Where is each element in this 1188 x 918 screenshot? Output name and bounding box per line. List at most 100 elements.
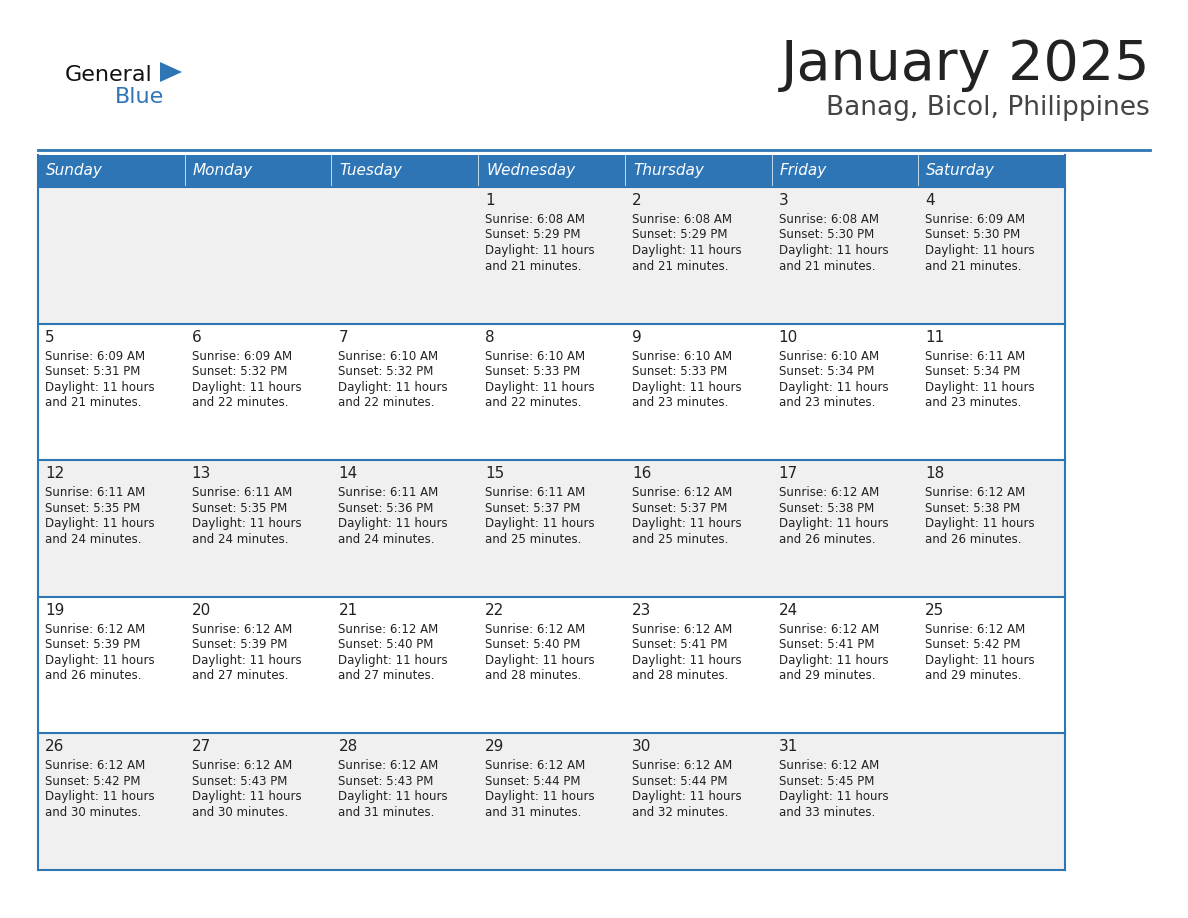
Text: and 29 minutes.: and 29 minutes. bbox=[925, 669, 1022, 682]
Text: Sunrise: 6:12 AM: Sunrise: 6:12 AM bbox=[191, 759, 292, 772]
Text: and 33 minutes.: and 33 minutes. bbox=[778, 806, 874, 819]
Text: Sunrise: 6:12 AM: Sunrise: 6:12 AM bbox=[778, 759, 879, 772]
Text: 13: 13 bbox=[191, 466, 211, 481]
Text: and 28 minutes.: and 28 minutes. bbox=[485, 669, 581, 682]
Bar bbox=[918, 597, 1064, 733]
Text: Daylight: 11 hours: Daylight: 11 hours bbox=[45, 517, 154, 531]
Text: Sunset: 5:43 PM: Sunset: 5:43 PM bbox=[339, 775, 434, 788]
Text: and 21 minutes.: and 21 minutes. bbox=[925, 260, 1022, 273]
Text: Sunrise: 6:12 AM: Sunrise: 6:12 AM bbox=[339, 759, 438, 772]
Bar bbox=[184, 155, 331, 187]
Text: and 27 minutes.: and 27 minutes. bbox=[191, 669, 289, 682]
Text: Sunset: 5:40 PM: Sunset: 5:40 PM bbox=[485, 638, 581, 651]
Text: and 24 minutes.: and 24 minutes. bbox=[191, 532, 289, 545]
Text: 27: 27 bbox=[191, 739, 211, 755]
Bar bbox=[918, 324, 1064, 460]
Text: Daylight: 11 hours: Daylight: 11 hours bbox=[485, 790, 595, 803]
Text: Sunset: 5:31 PM: Sunset: 5:31 PM bbox=[45, 365, 140, 378]
Text: and 26 minutes.: and 26 minutes. bbox=[925, 532, 1022, 545]
Text: 10: 10 bbox=[778, 330, 798, 344]
Text: Sunset: 5:38 PM: Sunset: 5:38 PM bbox=[778, 502, 874, 515]
Text: and 21 minutes.: and 21 minutes. bbox=[632, 260, 728, 273]
Text: and 21 minutes.: and 21 minutes. bbox=[485, 260, 582, 273]
Text: Sunrise: 6:12 AM: Sunrise: 6:12 AM bbox=[925, 487, 1025, 499]
Text: and 25 minutes.: and 25 minutes. bbox=[632, 532, 728, 545]
Text: and 22 minutes.: and 22 minutes. bbox=[191, 396, 289, 409]
Text: Daylight: 11 hours: Daylight: 11 hours bbox=[632, 654, 741, 666]
Text: Daylight: 11 hours: Daylight: 11 hours bbox=[45, 790, 154, 803]
Text: and 26 minutes.: and 26 minutes. bbox=[778, 532, 876, 545]
Text: Sunrise: 6:10 AM: Sunrise: 6:10 AM bbox=[339, 350, 438, 363]
Bar bbox=[771, 733, 918, 870]
Text: Sunset: 5:33 PM: Sunset: 5:33 PM bbox=[632, 365, 727, 378]
Text: Sunrise: 6:08 AM: Sunrise: 6:08 AM bbox=[485, 213, 586, 226]
Text: Daylight: 11 hours: Daylight: 11 hours bbox=[632, 790, 741, 803]
Text: Friday: Friday bbox=[779, 163, 827, 178]
Text: Sunset: 5:41 PM: Sunset: 5:41 PM bbox=[632, 638, 727, 651]
Text: Sunrise: 6:11 AM: Sunrise: 6:11 AM bbox=[925, 350, 1025, 363]
Text: 15: 15 bbox=[485, 466, 505, 481]
Text: 5: 5 bbox=[45, 330, 55, 344]
Text: 30: 30 bbox=[632, 739, 651, 755]
Text: Sunrise: 6:12 AM: Sunrise: 6:12 AM bbox=[45, 622, 145, 636]
Bar bbox=[331, 733, 478, 870]
Text: Sunrise: 6:09 AM: Sunrise: 6:09 AM bbox=[925, 213, 1025, 226]
Text: and 23 minutes.: and 23 minutes. bbox=[778, 396, 874, 409]
Text: 22: 22 bbox=[485, 603, 505, 618]
Text: Sunset: 5:43 PM: Sunset: 5:43 PM bbox=[191, 775, 287, 788]
Bar bbox=[184, 187, 331, 324]
Text: 8: 8 bbox=[485, 330, 494, 344]
Text: 19: 19 bbox=[45, 603, 64, 618]
Text: Daylight: 11 hours: Daylight: 11 hours bbox=[925, 654, 1035, 666]
Bar bbox=[38, 597, 184, 733]
Text: Daylight: 11 hours: Daylight: 11 hours bbox=[925, 381, 1035, 394]
Text: Sunset: 5:45 PM: Sunset: 5:45 PM bbox=[778, 775, 874, 788]
Bar bbox=[771, 597, 918, 733]
Text: Sunrise: 6:09 AM: Sunrise: 6:09 AM bbox=[45, 350, 145, 363]
Text: Sunset: 5:32 PM: Sunset: 5:32 PM bbox=[339, 365, 434, 378]
Bar bbox=[918, 187, 1064, 324]
Text: and 32 minutes.: and 32 minutes. bbox=[632, 806, 728, 819]
Text: 9: 9 bbox=[632, 330, 642, 344]
Text: Daylight: 11 hours: Daylight: 11 hours bbox=[191, 517, 302, 531]
Text: Sunset: 5:34 PM: Sunset: 5:34 PM bbox=[925, 365, 1020, 378]
Bar bbox=[184, 733, 331, 870]
Text: Sunset: 5:39 PM: Sunset: 5:39 PM bbox=[45, 638, 140, 651]
Bar bbox=[625, 155, 771, 187]
Text: Sunrise: 6:12 AM: Sunrise: 6:12 AM bbox=[925, 622, 1025, 636]
Text: Sunrise: 6:12 AM: Sunrise: 6:12 AM bbox=[191, 622, 292, 636]
Bar bbox=[38, 187, 184, 324]
Text: Sunrise: 6:12 AM: Sunrise: 6:12 AM bbox=[632, 759, 732, 772]
Text: and 26 minutes.: and 26 minutes. bbox=[45, 669, 141, 682]
Bar bbox=[331, 155, 478, 187]
Bar bbox=[771, 155, 918, 187]
Text: Sunrise: 6:12 AM: Sunrise: 6:12 AM bbox=[778, 487, 879, 499]
Bar bbox=[184, 597, 331, 733]
Text: and 28 minutes.: and 28 minutes. bbox=[632, 669, 728, 682]
Bar bbox=[625, 187, 771, 324]
Bar bbox=[625, 733, 771, 870]
Bar bbox=[478, 187, 625, 324]
Text: Sunset: 5:32 PM: Sunset: 5:32 PM bbox=[191, 365, 287, 378]
Bar bbox=[331, 324, 478, 460]
Text: 24: 24 bbox=[778, 603, 798, 618]
Text: 17: 17 bbox=[778, 466, 798, 481]
Text: and 30 minutes.: and 30 minutes. bbox=[45, 806, 141, 819]
Text: and 29 minutes.: and 29 minutes. bbox=[778, 669, 876, 682]
Text: Daylight: 11 hours: Daylight: 11 hours bbox=[632, 381, 741, 394]
Polygon shape bbox=[160, 62, 182, 82]
Text: Sunday: Sunday bbox=[46, 163, 103, 178]
Text: 11: 11 bbox=[925, 330, 944, 344]
Text: 4: 4 bbox=[925, 193, 935, 208]
Bar bbox=[331, 187, 478, 324]
Text: Daylight: 11 hours: Daylight: 11 hours bbox=[191, 381, 302, 394]
Text: Sunrise: 6:12 AM: Sunrise: 6:12 AM bbox=[632, 622, 732, 636]
Text: Sunset: 5:42 PM: Sunset: 5:42 PM bbox=[45, 775, 140, 788]
Text: Sunset: 5:42 PM: Sunset: 5:42 PM bbox=[925, 638, 1020, 651]
Bar bbox=[771, 460, 918, 597]
Text: 14: 14 bbox=[339, 466, 358, 481]
Text: Daylight: 11 hours: Daylight: 11 hours bbox=[45, 654, 154, 666]
Bar bbox=[184, 324, 331, 460]
Bar bbox=[918, 460, 1064, 597]
Text: Sunset: 5:44 PM: Sunset: 5:44 PM bbox=[485, 775, 581, 788]
